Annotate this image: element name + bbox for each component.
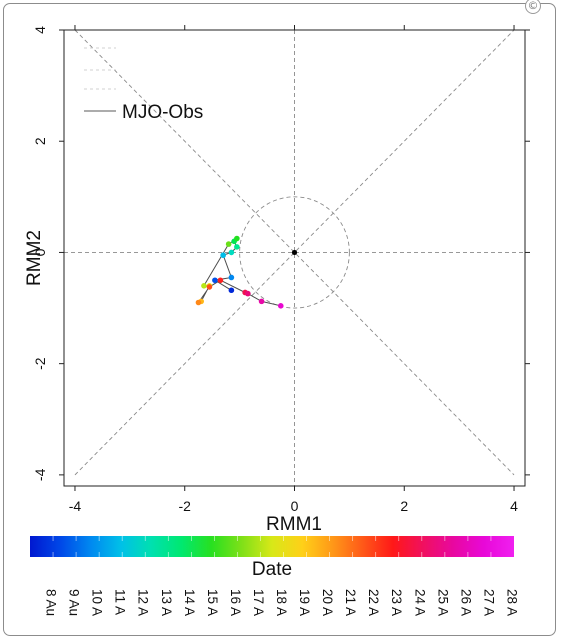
x-tick-label: 0 [291,498,299,514]
data-point [225,241,232,247]
colorbar-date-label: 14 A [182,589,197,616]
colorbar-date-label: 22 A [366,589,381,616]
y-tick-label: 2 [32,137,48,145]
y-tick-label: 4 [32,26,48,34]
data-point [212,277,218,284]
data-point [217,277,224,284]
colorbar-labels: 8 Au 9 Au 10 A 11 A 12 A 13 A 14 A 15 A 16 A 17 A… [44,589,520,616]
colorbar-date-label: 24 A [412,589,427,616]
colorbar-date-label: 25 A [435,589,450,616]
colorbar-date-label: 21 A [343,589,358,616]
legend-entry-label: MJO-Obs [122,102,203,123]
x-tick-label: 4 [510,498,518,514]
colorbar-date-label: 19 A [297,589,312,616]
colorbar-date-label: 9 Au [67,589,82,616]
x-tick-label: -2 [179,498,192,514]
colorbar-date-label: 26 A [458,589,473,616]
colorbar-date-label: 10 A [90,589,105,616]
colorbar-date-label: 13 A [159,589,174,616]
data-point [195,299,202,306]
data-point [201,283,207,289]
data-point [220,252,226,259]
data-point [228,249,235,256]
y-tick-label: -2 [32,357,48,370]
unit-circle [239,196,350,309]
diagonal-line [74,29,515,476]
x-axis-label: RMM1 [266,514,322,535]
colorbar-title: Date [252,559,292,580]
x-tick-label: -4 [69,498,82,514]
colorbar-bar [30,536,514,557]
colorbar-date-label: 8 Au [44,589,59,616]
copyright-icon: © [525,0,541,14]
data-point [245,290,251,297]
data-point [234,244,240,250]
data-point [206,284,213,290]
figure-frame: © [3,0,556,636]
colorbar-date-label: 17 A [251,589,266,616]
colorbar-date-label: 18 A [274,589,289,616]
legend: MJO-Obs [84,102,203,123]
colorbar [30,536,514,557]
colorbar-date-label: 12 A [136,589,151,616]
colorbar-date-label: 15 A [205,589,220,616]
data-point [228,274,235,281]
y-tick-label: 0 [32,248,48,256]
data-point [258,298,265,305]
origin-marker [291,249,298,256]
colorbar-date-label: 27 A [481,589,496,616]
data-point [277,303,284,309]
y-tick-label: -4 [32,468,48,481]
colorbar-date-label: 23 A [389,589,404,616]
axis-ticks: -4 -2 0 2 4 -4 -2 0 2 4 [32,25,530,514]
reference-lines [64,29,525,486]
colorbar-date-label: 28 A [504,589,519,616]
diagonal-line [74,29,515,476]
data-point [234,235,240,242]
colorbar-date-label: 11 A [113,589,128,615]
series-layer [195,235,298,309]
colorbar-date-label: 16 A [228,589,243,616]
data-point [228,287,235,294]
x-tick-label: 2 [400,498,408,514]
colorbar-date-label: 20 A [320,589,335,616]
y-axis-label: RMM2 [24,230,45,286]
